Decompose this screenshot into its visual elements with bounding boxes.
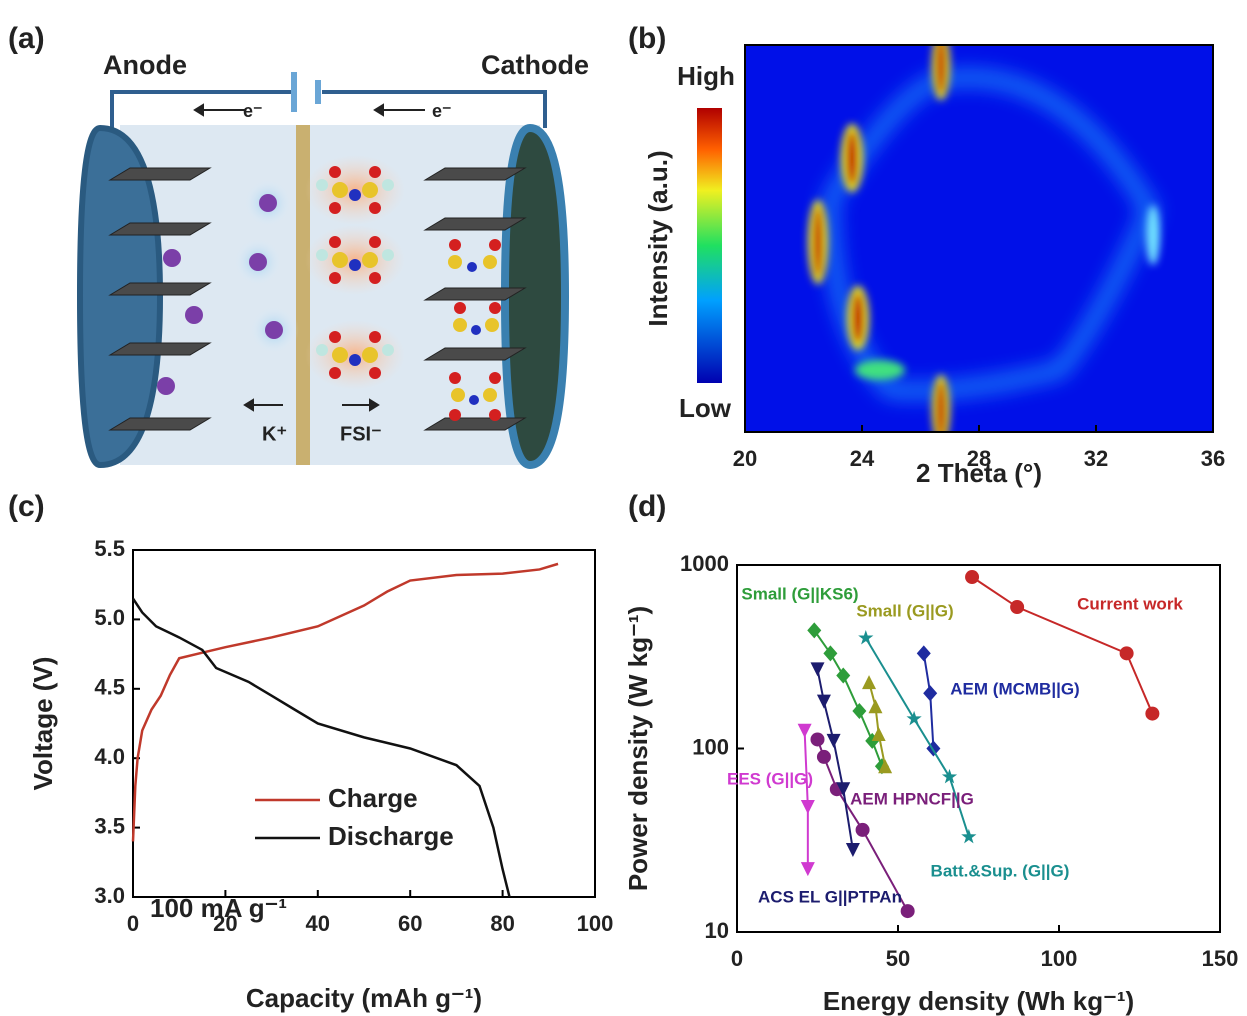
figure: (a) Anode Cathode e⁻ e⁻ K⁺ FSI⁻ <box>0 0 1247 1016</box>
marker <box>811 662 825 676</box>
x-axis-label: Energy density (Wh kg⁻¹) <box>823 986 1134 1016</box>
marker <box>1145 707 1159 721</box>
marker <box>858 630 873 644</box>
panel-label: (a) <box>8 22 45 55</box>
colorbar-high: High <box>677 61 735 91</box>
marker <box>906 711 921 725</box>
series-label: EES (G||G) <box>727 769 813 788</box>
battery-diagram: (a) Anode Cathode e⁻ e⁻ K⁺ FSI⁻ <box>8 22 589 465</box>
y-tick-label: 100 <box>692 734 729 759</box>
marker <box>827 734 841 748</box>
electron-label: e⁻ <box>243 101 263 121</box>
x-tick-label: 32 <box>1084 446 1108 471</box>
x-tick-label: 60 <box>398 911 422 936</box>
series-label: Batt.&Sup. (G||G) <box>931 861 1070 880</box>
marker <box>852 703 866 719</box>
series-label: Small (G||KS6) <box>741 584 858 603</box>
series-line <box>805 731 808 869</box>
colorbar <box>697 108 722 383</box>
colorbar-low: Low <box>679 393 732 423</box>
marker <box>798 724 812 738</box>
marker <box>961 829 976 843</box>
y-tick-label: 3.5 <box>94 813 125 838</box>
panel-label: (b) <box>628 22 666 55</box>
x-tick-label: 150 <box>1202 946 1239 971</box>
separator <box>296 125 310 465</box>
y-tick-label: 1000 <box>680 551 729 576</box>
y-tick-label: 4.5 <box>94 675 125 700</box>
marker <box>801 862 815 876</box>
y-tick-label: 5.5 <box>94 536 125 561</box>
heatmap <box>745 30 1213 445</box>
annotation: 100 mA g⁻¹ <box>150 893 287 923</box>
x-tick-label: 0 <box>731 946 743 971</box>
series-label: Current work <box>1077 594 1183 613</box>
marker <box>817 750 831 764</box>
series-label: AEM (MCMB||G) <box>950 679 1079 698</box>
marker <box>942 769 957 783</box>
legend-label: Charge <box>328 783 418 813</box>
marker <box>811 732 825 746</box>
x-tick-label: 0 <box>127 911 139 936</box>
x-tick-label: 40 <box>306 911 330 936</box>
x-tick-label: 20 <box>733 446 757 471</box>
marker <box>836 667 850 683</box>
anion-label: FSI⁻ <box>340 423 382 445</box>
marker <box>1010 600 1024 614</box>
marker <box>868 699 882 713</box>
marker <box>901 904 915 918</box>
series-label: ACS EL G||PTPAn <box>758 887 902 906</box>
cathode-label: Cathode <box>481 50 589 80</box>
x-tick-label: 50 <box>886 946 910 971</box>
marker <box>917 645 931 661</box>
x-axis-label: Capacity (mAh g⁻¹) <box>246 983 482 1013</box>
marker <box>817 695 831 709</box>
y-axis-label: Voltage (V) <box>28 657 58 791</box>
series-line <box>924 653 934 748</box>
series-label: AEM HPNCF||G <box>850 789 974 808</box>
x-tick-label: 24 <box>850 446 875 471</box>
marker <box>923 685 937 701</box>
y-tick-label: 4.0 <box>94 744 125 769</box>
y-axis-label: Power density (W kg⁻¹) <box>623 606 653 891</box>
series-line <box>133 599 510 897</box>
marker <box>846 843 860 857</box>
x-tick-label: 100 <box>1041 946 1078 971</box>
y-tick-label: 3.0 <box>94 883 125 908</box>
panel-label: (d) <box>628 490 666 523</box>
y-tick-label: 10 <box>705 918 729 943</box>
electron-label: e⁻ <box>432 101 452 121</box>
legend-label: Discharge <box>328 821 454 851</box>
series-label: Small (G||G) <box>856 601 953 620</box>
x-tick-label: 36 <box>1201 446 1225 471</box>
marker <box>1120 646 1134 660</box>
x-tick-label: 100 <box>577 911 614 936</box>
marker <box>965 570 979 584</box>
anode-label: Anode <box>103 50 187 80</box>
wire <box>112 92 545 128</box>
x-axis-label: 2 Theta (°) <box>916 458 1042 488</box>
marker <box>801 800 815 814</box>
marker <box>856 823 870 837</box>
panel-label: (c) <box>8 490 45 523</box>
x-tick-label: 80 <box>490 911 514 936</box>
cation-label: K⁺ <box>262 423 287 445</box>
marker <box>872 727 886 741</box>
cathode-cap <box>505 128 565 465</box>
y-axis-label: Intensity (a.u.) <box>643 150 673 326</box>
y-tick-label: 5.0 <box>94 605 125 630</box>
marker <box>862 675 876 689</box>
